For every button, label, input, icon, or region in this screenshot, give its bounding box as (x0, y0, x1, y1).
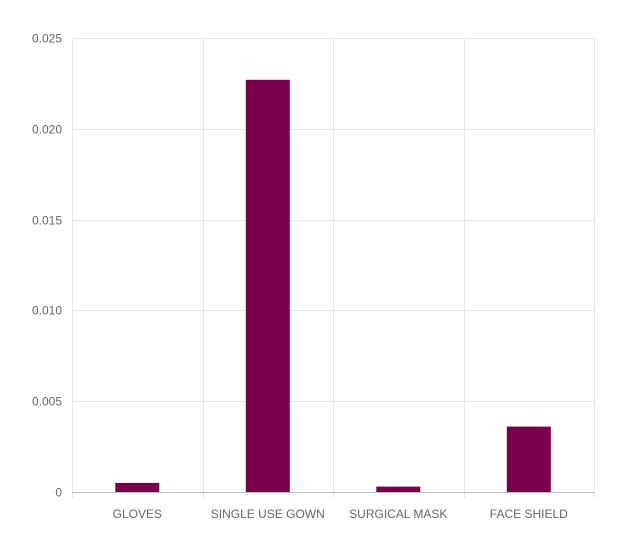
y-tick-label: 0.020 (32, 123, 62, 137)
bar[interactable] (115, 482, 160, 492)
y-tick-labels: 0 0.005 0.010 0.015 0.020 0.025 (32, 32, 62, 500)
bar[interactable] (376, 486, 421, 492)
bars (115, 79, 551, 493)
x-tick-label: FACE SHIELD (490, 507, 568, 521)
bar[interactable] (245, 79, 290, 493)
grid-lines (72, 38, 595, 498)
y-tick-label: 0.005 (32, 395, 62, 409)
y-tick-label: 0.025 (32, 32, 62, 46)
bar[interactable] (506, 426, 551, 492)
x-tick-label: SURGICAL MASK (349, 507, 447, 521)
x-tick-label: SINGLE USE GOWN (211, 507, 325, 521)
y-tick-label: 0.010 (32, 304, 62, 318)
x-tick-label: GLOVES (113, 507, 162, 521)
x-tick-labels: GLOVES SINGLE USE GOWN SURGICAL MASK FACE S… (113, 507, 569, 521)
y-tick-label: 0 (55, 486, 62, 500)
y-tick-label: 0.015 (32, 214, 62, 228)
